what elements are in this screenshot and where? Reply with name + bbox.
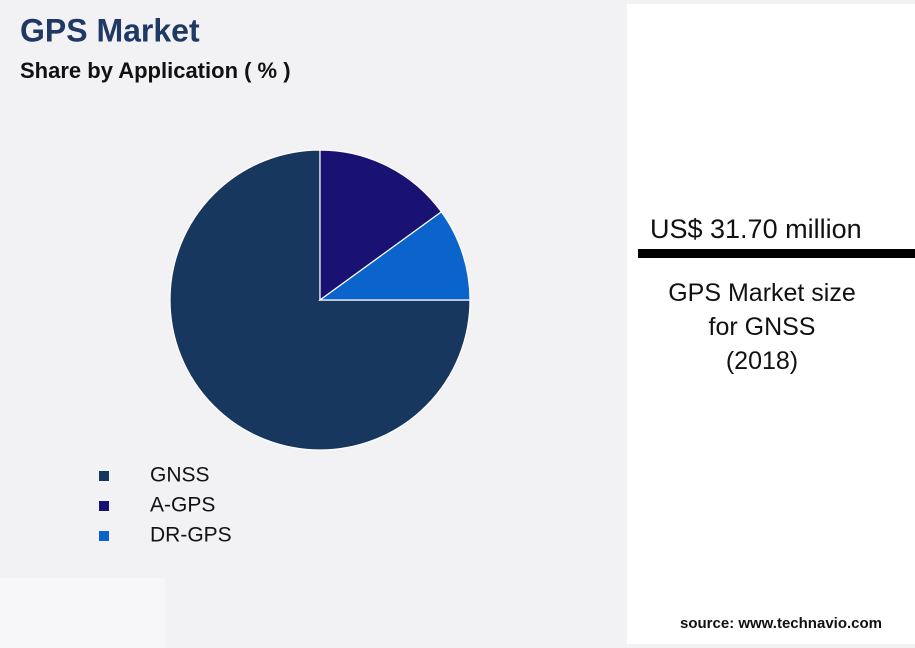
legend-label: DR-GPS [150, 524, 232, 547]
description-line: (2018) [725, 347, 799, 375]
side-panel [627, 4, 915, 644]
legend-swatch [99, 471, 109, 481]
chart-subtitle: Share by Application ( % ) [20, 58, 291, 83]
description-line: for GNSS [708, 313, 816, 341]
chart: GPS Market Share by Application ( % ) GN… [20, 12, 471, 547]
chart-title: GPS Market [20, 12, 200, 48]
headline-value: US$ 31.70 million [650, 214, 862, 244]
pie-slice [318, 210, 471, 301]
pie-slice [319, 149, 443, 302]
headline-description: GPS Market size for GNSS (2018) [627, 276, 897, 378]
legend-swatch [99, 501, 109, 511]
divider [638, 249, 915, 258]
background-strip [0, 578, 165, 648]
legend-label: A-GPS [150, 494, 215, 517]
legend-swatch [99, 531, 109, 541]
description-line: GPS Market size [668, 279, 856, 307]
pie-slice [169, 149, 471, 451]
legend-label: GNSS [150, 464, 210, 487]
source: source: www.technavio.com [680, 615, 882, 632]
